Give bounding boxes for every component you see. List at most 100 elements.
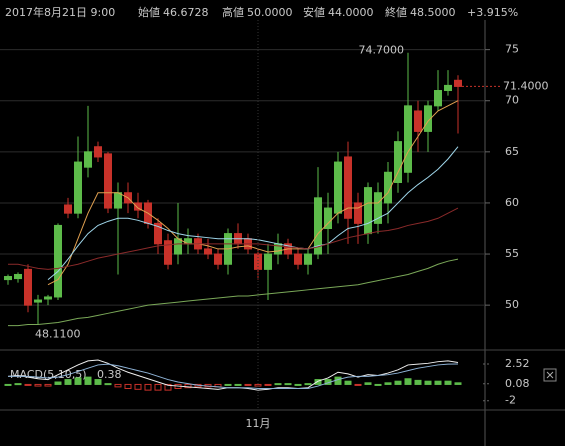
- histogram-bar: [44, 383, 52, 387]
- candle-body: [54, 224, 62, 298]
- histogram-bar: [4, 383, 12, 386]
- histogram-bar: [454, 382, 462, 385]
- candle-body: [4, 276, 12, 281]
- histogram-bar: [424, 380, 432, 385]
- header-value: 48.5000: [410, 6, 456, 19]
- histogram-bar: [414, 379, 422, 385]
- candle-body: [164, 240, 172, 265]
- candle-body: [414, 110, 422, 132]
- histogram-bar: [14, 383, 22, 386]
- candle-body: [454, 79, 462, 87]
- candle-body: [14, 273, 22, 280]
- candle-body: [344, 156, 352, 219]
- y-tick-label: 0.08: [505, 377, 530, 390]
- header-name: 安値: [303, 5, 325, 19]
- line: [47, 100, 459, 286]
- histogram-bar: [224, 383, 232, 386]
- histogram-bar: [184, 383, 192, 389]
- header-value: 44.0000: [328, 6, 374, 19]
- y-tick-label: 60: [505, 196, 519, 209]
- candle-body: [364, 187, 372, 235]
- y-tick-label: 55: [505, 247, 519, 260]
- macd-current: 0.38: [97, 368, 122, 381]
- annotation: 48.1100: [35, 327, 81, 340]
- histogram-bar: [124, 383, 132, 389]
- candle-body: [44, 296, 52, 300]
- candle-body: [314, 197, 322, 255]
- candle-body: [214, 253, 222, 265]
- histogram-bar: [164, 383, 172, 391]
- header-value: 50.0000: [247, 6, 293, 19]
- histogram-bar: [74, 377, 82, 385]
- histogram-bar: [34, 383, 42, 387]
- close-icon: [546, 371, 554, 379]
- candle-body: [154, 222, 162, 245]
- candle-body: [384, 171, 392, 204]
- candle-body: [434, 90, 442, 107]
- candle-body: [354, 202, 362, 224]
- candle-body: [254, 253, 262, 270]
- candle-body: [134, 202, 142, 211]
- x-tick-label: 11月: [246, 417, 271, 430]
- header-name: 終値: [385, 5, 407, 19]
- histogram-bar: [104, 383, 112, 386]
- histogram-bar: [374, 383, 382, 386]
- candle-body: [24, 268, 32, 306]
- candle-body: [64, 204, 72, 214]
- line: [8, 207, 459, 270]
- histogram-bar: [364, 382, 372, 385]
- candle-body: [34, 299, 42, 303]
- header-name: 高値: [222, 5, 244, 19]
- candle-body: [304, 253, 312, 265]
- candle-body: [174, 238, 182, 255]
- candle-body: [394, 141, 402, 183]
- candle-body: [114, 192, 122, 209]
- candle-body: [74, 161, 82, 214]
- histogram-bar: [304, 383, 312, 386]
- histogram-bar: [134, 383, 142, 390]
- candle-body: [424, 105, 432, 132]
- histogram-bar: [354, 383, 362, 386]
- header-date: 2017年8月21日 9:00: [5, 5, 115, 19]
- histogram-bar: [84, 376, 92, 385]
- histogram-bar: [94, 379, 102, 385]
- close-button[interactable]: [543, 368, 557, 382]
- candle-body: [94, 146, 102, 158]
- histogram-bar: [144, 383, 152, 391]
- histogram-bar: [294, 383, 302, 386]
- candle-body: [294, 253, 302, 265]
- y-tick-label: -2: [505, 394, 516, 407]
- header-value: 46.6728: [163, 6, 209, 19]
- histogram-bar: [384, 382, 392, 385]
- annotation: 71.4000: [503, 79, 549, 92]
- histogram-bar: [434, 380, 442, 385]
- histogram-bar: [334, 376, 342, 385]
- histogram-bar: [314, 379, 322, 385]
- histogram-bar: [234, 383, 242, 386]
- header-change: +3.915%: [467, 6, 518, 19]
- line: [8, 258, 459, 327]
- histogram-bar: [64, 379, 72, 385]
- y-tick-label: 65: [505, 145, 519, 158]
- histogram-bar: [154, 383, 162, 391]
- histogram-bar: [24, 383, 32, 386]
- line: [47, 146, 459, 280]
- candle-body: [324, 207, 332, 229]
- header-name: 始値: [138, 5, 160, 19]
- line: [8, 363, 459, 389]
- candle-body: [204, 248, 212, 255]
- candle-body: [334, 161, 342, 214]
- candle-body: [104, 153, 112, 209]
- candle-body: [374, 192, 382, 224]
- candle-body: [84, 151, 92, 168]
- y-tick-label: 70: [505, 94, 519, 107]
- candle-body: [444, 84, 452, 92]
- histogram-bar: [284, 383, 292, 386]
- histogram-bar: [444, 380, 452, 385]
- histogram-bar: [274, 383, 282, 386]
- y-tick-label: 75: [505, 43, 519, 56]
- y-tick-label: 50: [505, 298, 519, 311]
- y-tick-label: 2.52: [505, 357, 530, 370]
